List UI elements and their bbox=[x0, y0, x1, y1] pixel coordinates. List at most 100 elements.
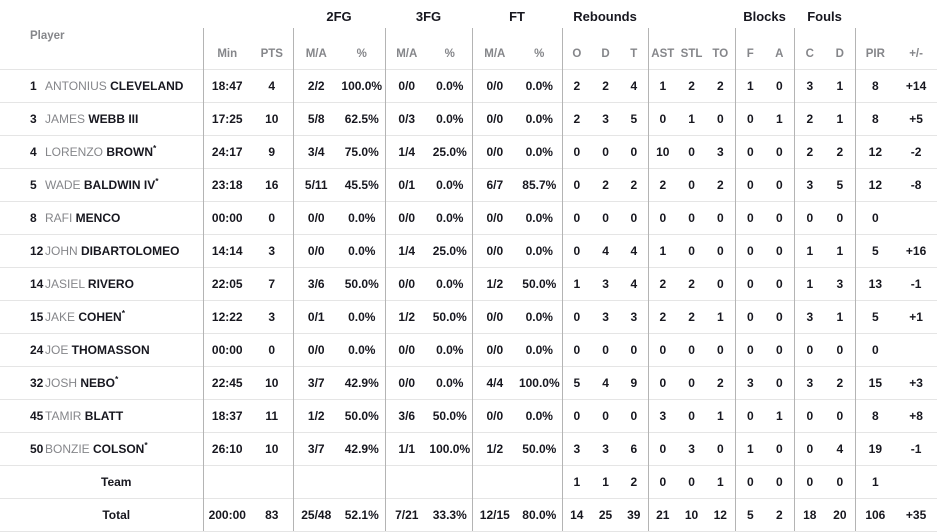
player-name: ANTONIUS CLEVELAND bbox=[45, 69, 203, 103]
header-reb-d: D bbox=[601, 48, 610, 60]
stat-foul_c: 3 bbox=[793, 366, 826, 400]
stat-min: 17:25 bbox=[202, 102, 251, 136]
stat-reb_d: 2 bbox=[591, 69, 621, 103]
stat-reb_t: 5 bbox=[620, 102, 649, 136]
stat-reb_o: 0 bbox=[561, 300, 592, 334]
player-name: JOE THOMASSON bbox=[45, 333, 203, 367]
stat-stl: 1 bbox=[677, 102, 707, 136]
stat-reb_t: 2 bbox=[620, 465, 649, 499]
stat-fg2: 3/6 bbox=[292, 267, 339, 301]
stat-pm: +14 bbox=[895, 69, 937, 103]
starter-mark: * bbox=[153, 143, 157, 153]
stat-blk_f: 0 bbox=[734, 135, 766, 169]
stat-reb_o: 14 bbox=[561, 498, 592, 532]
header-reb-o: O bbox=[561, 28, 592, 70]
header-foul-c: C bbox=[793, 28, 826, 70]
jersey-number: 12 bbox=[0, 234, 45, 268]
stat-ft: 0/0 bbox=[471, 102, 518, 136]
player-name: JOHN DIBARTOLOMEO bbox=[45, 234, 203, 268]
header-3fg-pct: % bbox=[444, 48, 455, 60]
stat-fg2: 3/4 bbox=[292, 135, 339, 169]
stat-ftp: 85.7% bbox=[517, 168, 563, 202]
header-columns-row: Player Min PTS M/A % M/A % M/A % O D T A… bbox=[0, 28, 937, 70]
stat-fg2p bbox=[339, 465, 386, 499]
stat-blk_f: 0 bbox=[734, 201, 766, 235]
stat-fg2: 2/2 bbox=[292, 69, 339, 103]
stat-fg3p: 50.0% bbox=[428, 399, 473, 433]
stat-reb_t: 9 bbox=[620, 366, 649, 400]
stat-foul_d: 5 bbox=[825, 168, 856, 202]
header-group-spacer bbox=[648, 0, 735, 28]
stat-fg3: 3/6 bbox=[384, 399, 429, 433]
stat-reb_d: 0 bbox=[591, 135, 621, 169]
stat-pm bbox=[895, 465, 937, 499]
stat-to: 0 bbox=[706, 267, 736, 301]
jersey-number: 15 bbox=[0, 300, 45, 334]
jersey-number: 1 bbox=[0, 69, 45, 103]
stat-foul_c: 18 bbox=[793, 498, 826, 532]
stat-reb_d: 25 bbox=[591, 498, 621, 532]
player-name: JASIEL RIVERO bbox=[45, 267, 203, 301]
stat-pts: 10 bbox=[251, 432, 293, 466]
stat-to: 1 bbox=[706, 399, 736, 433]
player-name: JAMES WEBB III bbox=[45, 102, 203, 136]
stat-foul_c: 0 bbox=[793, 399, 826, 433]
stat-ftp: 0.0% bbox=[517, 201, 563, 235]
stat-fg3: 0/3 bbox=[384, 102, 429, 136]
stat-reb_t: 0 bbox=[620, 201, 649, 235]
stat-fg3: 7/21 bbox=[384, 498, 429, 532]
stat-to: 2 bbox=[706, 69, 736, 103]
stat-pir: 0 bbox=[854, 201, 896, 235]
stat-reb_o: 0 bbox=[561, 234, 592, 268]
stat-reb_t: 39 bbox=[620, 498, 649, 532]
stat-fg3p: 0.0% bbox=[428, 201, 473, 235]
stat-fg2p: 62.5% bbox=[339, 102, 386, 136]
stat-ft bbox=[471, 465, 518, 499]
stat-pts: 3 bbox=[251, 300, 293, 334]
stat-blk_f: 0 bbox=[734, 168, 766, 202]
stat-ft: 4/4 bbox=[471, 366, 518, 400]
stat-fg2p: 52.1% bbox=[339, 498, 386, 532]
stat-pm bbox=[895, 333, 937, 367]
stat-ast: 2 bbox=[647, 168, 678, 202]
stat-ft: 0/0 bbox=[471, 300, 518, 334]
row-label: Total bbox=[0, 498, 203, 532]
stat-fg2p: 75.0% bbox=[339, 135, 386, 169]
stat-ast: 1 bbox=[647, 69, 678, 103]
stat-min: 14:14 bbox=[202, 234, 251, 268]
stat-fg2p: 0.0% bbox=[339, 300, 386, 334]
stat-blk_a: 0 bbox=[765, 135, 795, 169]
stat-to: 2 bbox=[706, 366, 736, 400]
stat-stl: 0 bbox=[677, 366, 707, 400]
stat-fg3p: 0.0% bbox=[428, 267, 473, 301]
player-row: 15 JAKE COHEN* 12:22 3 0/1 0.0% 1/2 50.0% 0/0 0.0… bbox=[0, 300, 937, 334]
stat-blk_f: 3 bbox=[734, 366, 766, 400]
stat-foul_c: 3 bbox=[793, 168, 826, 202]
stat-fg3p: 25.0% bbox=[428, 135, 473, 169]
player-name: LORENZO BROWN* bbox=[45, 135, 203, 169]
stat-ft: 1/2 bbox=[471, 432, 518, 466]
stat-to: 0 bbox=[706, 102, 736, 136]
stat-ftp: 0.0% bbox=[517, 102, 563, 136]
stat-pts: 7 bbox=[251, 267, 293, 301]
stat-pm: +8 bbox=[895, 399, 937, 433]
stat-foul_c: 0 bbox=[793, 201, 826, 235]
stat-fg3p: 50.0% bbox=[428, 300, 473, 334]
stat-reb_d: 3 bbox=[591, 432, 621, 466]
stat-pir: 19 bbox=[854, 432, 896, 466]
stat-ft: 0/0 bbox=[471, 333, 518, 367]
stat-fg3p: 0.0% bbox=[428, 333, 473, 367]
stat-foul_d: 1 bbox=[825, 234, 856, 268]
stat-fg3p: 0.0% bbox=[428, 168, 473, 202]
starter-mark: * bbox=[144, 440, 148, 450]
stat-min: 00:00 bbox=[202, 333, 251, 367]
table-body: 1 ANTONIUS CLEVELAND 18:47 4 2/2 100.0% 0/0 0.0… bbox=[0, 69, 937, 532]
stat-ft: 0/0 bbox=[471, 399, 518, 433]
stat-fg3p: 0.0% bbox=[428, 69, 473, 103]
stat-blk_a: 2 bbox=[765, 498, 795, 532]
stat-reb_t: 4 bbox=[620, 69, 649, 103]
header-pts: PTS bbox=[260, 48, 283, 60]
stat-ft: 0/0 bbox=[471, 135, 518, 169]
stat-reb_d: 0 bbox=[591, 201, 621, 235]
stat-foul_c: 1 bbox=[793, 234, 826, 268]
